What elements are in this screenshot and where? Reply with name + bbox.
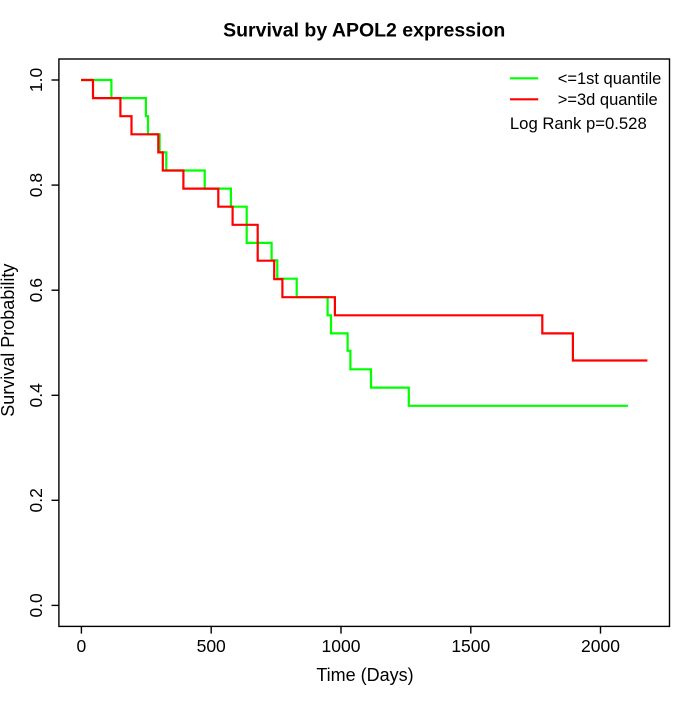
svg-text:Log Rank p=0.528: Log Rank p=0.528: [510, 114, 647, 133]
svg-text:1.0: 1.0: [26, 68, 46, 93]
svg-text:0.0: 0.0: [26, 593, 46, 618]
svg-text:Time (Days): Time (Days): [316, 665, 413, 685]
svg-text:0.2: 0.2: [26, 488, 46, 512]
svg-text:<=1st quantile: <=1st quantile: [558, 70, 662, 88]
svg-text:Survival Probability: Survival Probability: [0, 264, 18, 417]
svg-text:Survival by APOL2 expression: Survival by APOL2 expression: [223, 20, 505, 42]
svg-text:0.6: 0.6: [26, 278, 46, 302]
svg-text:1500: 1500: [451, 636, 490, 656]
svg-text:0.8: 0.8: [26, 173, 46, 197]
svg-text:500: 500: [197, 636, 226, 656]
svg-text:0.4: 0.4: [26, 383, 46, 408]
svg-text:0: 0: [77, 636, 87, 656]
svg-text:2000: 2000: [581, 636, 620, 656]
svg-text:1000: 1000: [322, 636, 361, 656]
svg-text:>=3d quantile: >=3d quantile: [558, 91, 658, 109]
